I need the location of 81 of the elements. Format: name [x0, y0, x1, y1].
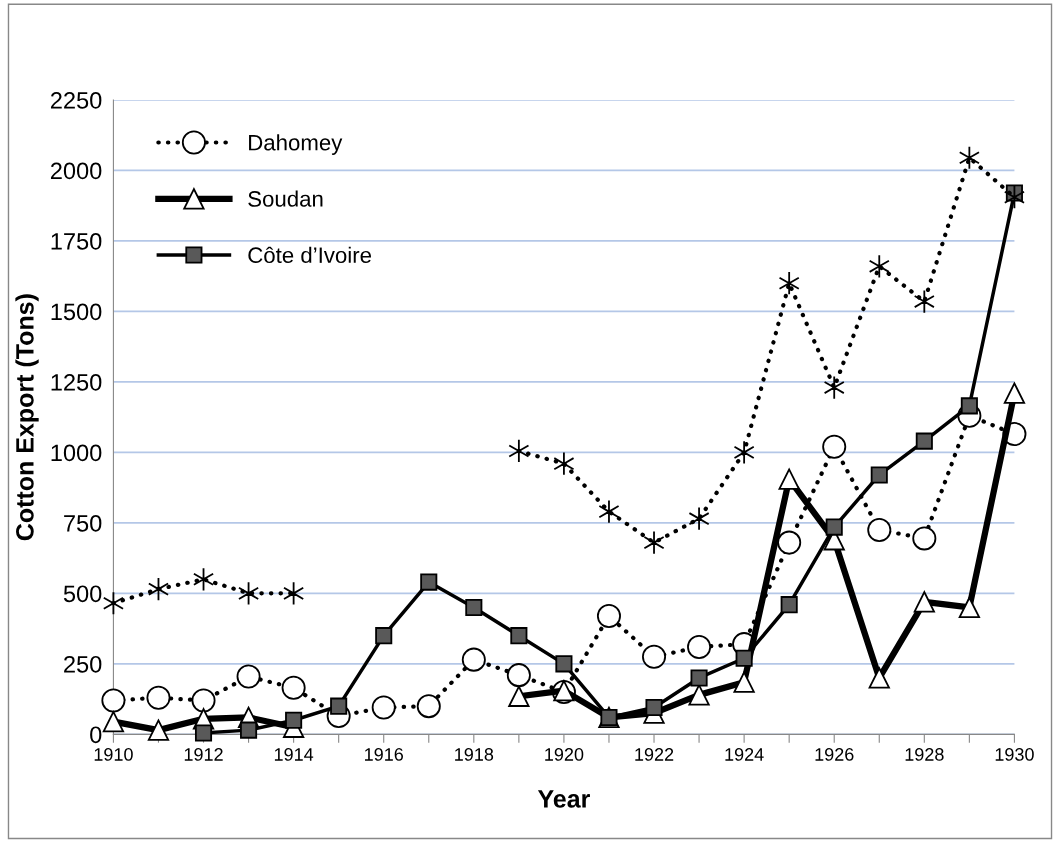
point [867, 517, 892, 542]
point [465, 598, 483, 617]
point [690, 669, 708, 687]
x-tick-label: 1916 [365, 748, 404, 761]
point [778, 468, 800, 490]
point [240, 721, 258, 739]
point [596, 603, 621, 628]
x-tick-label: 1910 [94, 748, 133, 761]
point [825, 518, 843, 536]
y-tick-label: 2250 [50, 92, 102, 109]
y-tick-label: 750 [64, 514, 102, 532]
point [508, 438, 530, 463]
point [687, 634, 712, 659]
point [416, 694, 441, 719]
point [330, 697, 348, 715]
point [555, 655, 573, 673]
point [777, 530, 802, 555]
x-axis-title: Year [537, 790, 590, 808]
legend-label: Côte d’Ivoire [248, 246, 371, 264]
point [960, 397, 978, 415]
point [868, 254, 890, 279]
point [913, 591, 935, 613]
point [101, 688, 126, 713]
point [958, 596, 980, 619]
point [102, 711, 125, 733]
x-tick-label: 1914 [274, 748, 314, 761]
point [913, 289, 935, 314]
x-tick-label: 1924 [725, 748, 764, 761]
point [870, 466, 888, 484]
y-axis-title: Cotton Export (Tons) [15, 294, 39, 541]
point [508, 685, 530, 707]
legend-label: Dahomey [249, 134, 343, 155]
point [285, 711, 303, 729]
x-tick-label: 1918 [455, 748, 494, 761]
y-tick-label: 0 [90, 726, 102, 744]
x-tick-label: 1926 [815, 748, 854, 761]
point [642, 644, 667, 669]
point [688, 506, 710, 531]
point [958, 145, 980, 170]
y-tick-label: 1750 [51, 232, 102, 250]
point [191, 688, 216, 713]
point [236, 664, 261, 689]
point [281, 675, 306, 700]
point [688, 684, 710, 706]
point [645, 699, 663, 717]
x-tick-label: 1920 [545, 748, 584, 761]
point [822, 434, 847, 459]
point [506, 663, 531, 688]
point [735, 649, 753, 667]
x-tick-label: 1922 [635, 748, 674, 761]
point [194, 724, 213, 742]
point [283, 581, 305, 606]
point [598, 499, 620, 524]
y-tick-label: 1500 [51, 303, 102, 321]
y-tick-label: 250 [64, 655, 102, 673]
point [868, 667, 890, 689]
point [780, 596, 798, 614]
point [146, 685, 171, 710]
point [553, 451, 575, 476]
point [147, 719, 170, 741]
y-tick-label: 500 [63, 585, 102, 603]
point [915, 432, 933, 450]
point [420, 573, 438, 591]
point [1003, 382, 1026, 404]
point [510, 627, 528, 645]
x-tick-label: 1930 [995, 748, 1034, 761]
legend-label: Soudan [248, 190, 323, 207]
point [778, 271, 800, 296]
point [643, 530, 665, 555]
y-tick-label: 1250 [51, 373, 102, 391]
point [461, 647, 486, 672]
x-tick-label: 1912 [184, 748, 223, 761]
point [371, 695, 396, 720]
point [733, 440, 755, 465]
y-tick-label: 1000 [51, 444, 102, 462]
point [823, 375, 845, 400]
x-tick-label: 1928 [905, 748, 944, 761]
point [375, 627, 393, 645]
point [912, 526, 937, 551]
y-tick-label: 2000 [50, 162, 102, 180]
point [733, 671, 755, 693]
